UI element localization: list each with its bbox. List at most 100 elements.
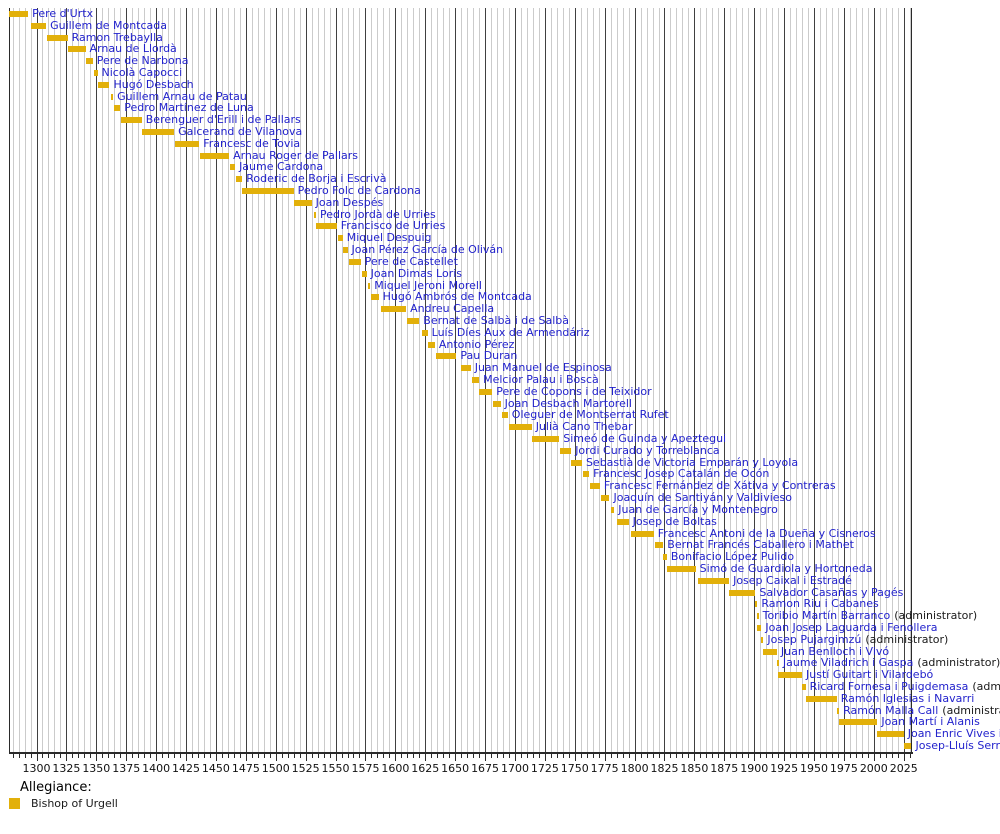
- timeline-bar: [97, 81, 110, 88]
- axis-minor-tick: [221, 754, 223, 758]
- timeline-bar: [461, 365, 471, 372]
- bishop-name: Jaume Cardona: [239, 160, 324, 174]
- axis-minor-tick: [419, 754, 421, 758]
- bishop-name: Josep Pujargimzú: [767, 632, 862, 646]
- bishop-label: Galcerand de Vilanova: [178, 126, 302, 138]
- axis-major-tick: [395, 754, 397, 761]
- gridline-minor: [562, 8, 564, 752]
- bishop-name: Arnau de Llordà: [89, 42, 177, 56]
- axis-minor-tick: [790, 754, 792, 758]
- axis-minor-tick: [60, 754, 62, 758]
- gridline-minor: [718, 8, 720, 752]
- bishop-name: Joaquín de Santiyán y Valdivieso: [613, 491, 792, 505]
- bishop-label: Joan Desbach Martorell: [505, 397, 632, 410]
- bishop-label: Josep Pujargimzú (administrator): [767, 632, 948, 646]
- axis-minor-tick: [443, 754, 445, 758]
- axis-minor-tick: [233, 754, 235, 758]
- bishop-label: Francisco de Urries: [341, 220, 446, 232]
- gridline-major: [574, 8, 576, 752]
- axis-tick-label: 1775: [590, 762, 619, 775]
- gridline-minor: [269, 8, 271, 752]
- gridline-minor: [84, 8, 86, 752]
- gridline-minor: [622, 8, 624, 752]
- axis-minor-tick: [760, 754, 762, 758]
- axis-major-tick: [514, 754, 516, 761]
- axis-major-tick: [485, 754, 487, 761]
- axis-major-tick: [604, 754, 606, 761]
- gridline-minor: [299, 8, 301, 752]
- bishop-name: Pere de Castellet: [364, 254, 458, 268]
- gridline-minor: [885, 8, 887, 752]
- bishop-label: Joan Despés: [316, 196, 384, 209]
- axis-minor-tick: [885, 754, 887, 758]
- axis-minor-tick: [203, 754, 205, 758]
- legend-title: Allegiance:: [20, 780, 92, 795]
- timeline-bar: [729, 589, 756, 596]
- gridline-minor: [263, 8, 265, 752]
- bishop-name: Pau Duran: [460, 349, 518, 363]
- bishop-name: Guillem Arnau de Patau: [117, 89, 247, 103]
- timeline-bar: [361, 270, 367, 277]
- timeline-bar: [67, 46, 86, 53]
- axis-minor-tick: [90, 754, 92, 758]
- axis-minor-tick: [30, 754, 32, 758]
- gridline-minor: [676, 8, 678, 752]
- gridline-minor: [90, 8, 92, 752]
- gridline-major: [36, 8, 38, 752]
- axis-minor-tick: [413, 754, 415, 758]
- timeline-bar: [175, 140, 200, 147]
- axis-tick-label: 1450: [201, 762, 230, 775]
- axis-major-tick: [814, 754, 815, 761]
- bishop-label: Francesc Antoni de la Dueña y Cisneros: [658, 527, 876, 540]
- bishop-label: Francesc Josep Catalán de Ocón: [593, 468, 769, 480]
- bishop-label: Ramon Trebaylla: [71, 30, 163, 44]
- bishop-name: Ramon Trebaylla: [71, 30, 163, 44]
- bishop-name: Ramón Malla Call: [843, 703, 939, 717]
- bishop-label: Arnau de Llordà: [90, 43, 177, 55]
- axis-minor-tick: [389, 754, 391, 758]
- bishop-label: Guillem Arnau de Patau: [117, 89, 247, 103]
- axis-tick-label: 1925: [770, 762, 799, 775]
- gridline-minor: [831, 8, 833, 752]
- gridline-minor: [162, 8, 164, 752]
- gridline-minor: [347, 8, 349, 752]
- axis-minor-tick: [263, 754, 265, 758]
- timeline-bar: [839, 719, 878, 726]
- axis-minor-tick: [144, 754, 146, 758]
- axis-minor-tick: [239, 754, 241, 758]
- axis-minor-tick: [742, 754, 744, 758]
- bishop-label: Joaquín de Santiyán y Valdivieso: [613, 492, 792, 504]
- axis-major-tick: [843, 754, 845, 761]
- timeline-bar: [421, 329, 428, 336]
- axis-minor-tick: [831, 754, 833, 758]
- axis-tick-label: 1750: [560, 762, 589, 775]
- bishop-label: Francesc de Tovia: [203, 137, 300, 150]
- axis-tick-label: 1675: [471, 762, 500, 775]
- gridline-major: [186, 8, 188, 752]
- axis-major-tick: [245, 754, 247, 761]
- timeline-bar: [471, 377, 480, 383]
- gridline-major: [215, 8, 217, 752]
- axis-minor-tick: [407, 754, 409, 758]
- axis-tick-label: 1500: [261, 762, 290, 775]
- gridline-minor: [867, 8, 869, 752]
- gridline-minor: [239, 8, 241, 752]
- axis-minor-tick: [209, 754, 211, 758]
- gridline-minor: [54, 8, 56, 752]
- timeline-bar: [663, 554, 667, 561]
- timeline-bar: [316, 223, 337, 230]
- gridline-minor: [491, 8, 493, 752]
- bishop-label: Joan Martí i Alanis: [881, 716, 979, 728]
- timeline-bar: [756, 613, 759, 620]
- axis-minor-tick: [526, 754, 528, 758]
- bishop-label: Guillem de Montcada: [50, 19, 167, 32]
- bishop-name: Salvador Casañas y Pagés: [759, 585, 904, 599]
- axis-minor-tick: [586, 754, 588, 758]
- axis-minor-tick: [180, 754, 182, 758]
- axis-minor-tick: [18, 754, 20, 758]
- gridline-minor: [437, 8, 439, 752]
- bishop-name: Roderic de Borja i Escrivà: [246, 172, 387, 186]
- axis-minor-tick: [449, 754, 451, 758]
- timeline-bar: [616, 518, 629, 525]
- axis-minor-tick: [383, 754, 385, 758]
